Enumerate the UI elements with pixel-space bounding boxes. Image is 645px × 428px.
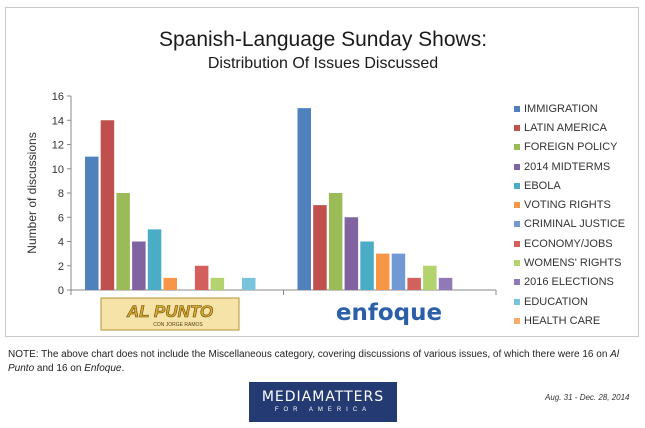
- bar-al-punto-2014-midterms: [132, 241, 146, 290]
- y-tick-label: 6: [58, 212, 64, 224]
- legend-swatch: [514, 202, 520, 209]
- bar-al-punto-economy-jobs: [194, 265, 209, 290]
- enfoque-badge-text: enfoque: [336, 300, 442, 326]
- y-tick-label: 8: [58, 188, 64, 200]
- legend-item: WOMENS' RIGHTS: [514, 253, 644, 272]
- legend-item: EDUCATION: [514, 292, 644, 311]
- note-middle: and 16 on: [34, 363, 85, 374]
- al-punto-badge-subtext: CON JORGE RAMOS: [153, 322, 203, 328]
- bar-al-punto-latin-america: [100, 120, 115, 290]
- chart-legend: IMMIGRATION LATIN AMERICA FOREIGN POLICY 20…: [514, 99, 644, 331]
- bar-enfoque-ebola: [360, 241, 374, 290]
- chart-plot: 0 2 4 6 8 10 12 14 16 Number of discussions AL PUN…: [25, 91, 497, 331]
- legend-item: HEALTH CARE: [514, 311, 644, 330]
- legend-label: WOMENS' RIGHTS: [524, 257, 622, 270]
- legend-swatch: [514, 182, 520, 189]
- bar-al-punto-education: [242, 277, 256, 290]
- bar-al-punto-ebola: [147, 229, 162, 290]
- legend-item: FOREIGN POLICY: [514, 138, 644, 157]
- legend-label: 2016 ELECTIONS: [524, 276, 614, 289]
- legend-label: 2014 MIDTERMS: [524, 160, 611, 173]
- legend-swatch: [514, 279, 520, 286]
- bar-al-punto-womens-rights: [210, 277, 225, 290]
- legend-label: FOREIGN POLICY: [524, 141, 618, 154]
- legend-swatch: [514, 163, 520, 170]
- note-show-al-punto: Al Punto: [8, 349, 620, 374]
- note-prefix: NOTE: The above chart does not include t…: [8, 349, 611, 360]
- legend-swatch: [514, 124, 520, 131]
- date-range: Aug. 31 - Dec. 28, 2014: [545, 393, 630, 402]
- y-tick-label: 12: [52, 140, 64, 152]
- bar-al-punto-voting-rights: [163, 277, 177, 290]
- bar-enfoque-latin-america: [313, 205, 327, 290]
- legend-swatch: [514, 221, 520, 228]
- note-suffix: .: [121, 363, 125, 374]
- bar-enfoque-womens-rights: [423, 265, 437, 290]
- note-show-enfoque: Enfoque: [84, 363, 122, 374]
- legend-item: LATIN AMERICA: [514, 118, 644, 137]
- legend-item: 2016 ELECTIONS: [514, 273, 644, 292]
- y-tick-label: 10: [52, 164, 64, 176]
- legend-item: EBOLA: [514, 176, 644, 195]
- chart-frame: Spanish-Language Sunday Shows: Distribut…: [5, 7, 639, 337]
- legend-swatch: [514, 240, 520, 247]
- bar-enfoque-criminal-justice: [391, 253, 406, 290]
- legend-label: EDUCATION: [524, 295, 588, 308]
- al-punto-badge: [100, 297, 240, 331]
- legend-label: LATIN AMERICA: [524, 121, 607, 134]
- logo-sub-text: FOR AMERICA: [274, 407, 372, 413]
- legend-label: IMMIGRATION: [524, 102, 598, 115]
- bar-enfoque-immigration: [297, 108, 311, 290]
- legend-label: EBOLA: [524, 179, 561, 192]
- y-tick-label: 4: [58, 237, 64, 249]
- legend-item: 2014 MIDTERMS: [514, 157, 644, 176]
- legend-label: CRIMINAL JUSTICE: [524, 218, 626, 231]
- chart-title: Spanish-Language Sunday Shows:: [158, 28, 488, 51]
- chart-subtitle: Distribution Of Issues Discussed: [207, 55, 439, 72]
- y-tick-label: 2: [58, 261, 64, 273]
- y-tick-label: 0: [58, 285, 64, 297]
- bar-al-punto-immigration: [85, 156, 99, 290]
- legend-label: VOTING RIGHTS: [524, 199, 611, 212]
- legend-swatch: [514, 144, 520, 151]
- bar-enfoque-voting-rights: [376, 253, 390, 290]
- y-axis-label: Number of discussions: [25, 132, 39, 253]
- legend-swatch: [514, 317, 520, 324]
- bar-enfoque-economy-jobs: [407, 277, 421, 290]
- legend-item: ECONOMY/JOBS: [514, 234, 644, 253]
- legend-item: IMMIGRATION: [514, 99, 644, 118]
- legend-swatch: [514, 298, 520, 305]
- legend-label: HEALTH CARE: [524, 314, 601, 327]
- y-tick-label: 14: [52, 115, 64, 127]
- legend-swatch: [514, 105, 520, 112]
- bar-enfoque-2016-elections: [438, 277, 453, 290]
- bar-enfoque-foreign-policy: [328, 193, 343, 290]
- bar-enfoque-2014-midterms: [344, 217, 359, 290]
- al-punto-badge-text: AL PUNTO: [126, 302, 213, 321]
- legend-label: ECONOMY/JOBS: [524, 237, 613, 250]
- legend-item: VOTING RIGHTS: [514, 195, 644, 214]
- bar-al-punto-foreign-policy: [116, 193, 130, 290]
- legend-item: CRIMINAL JUSTICE: [514, 215, 644, 234]
- logo-main-text: MEDIAMATTERS: [261, 389, 385, 405]
- y-tick-label: 16: [52, 91, 64, 103]
- chart-note: NOTE: The above chart does not include t…: [8, 348, 638, 376]
- legend-swatch: [514, 260, 520, 267]
- media-matters-logo: MEDIAMATTERS FOR AMERICA: [249, 382, 397, 422]
